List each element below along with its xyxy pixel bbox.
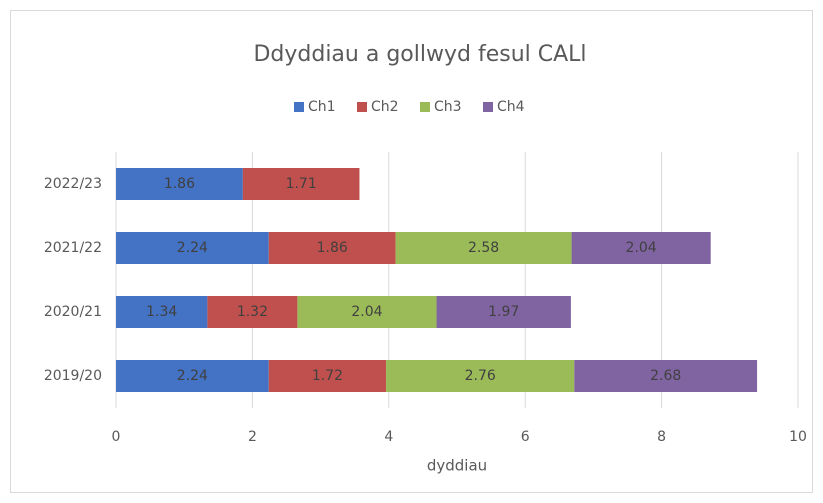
legend-label: Ch4	[497, 99, 525, 115]
data-label: 1.86	[317, 240, 348, 256]
x-tick-label: 2	[248, 429, 257, 445]
data-label: 2.04	[626, 240, 657, 256]
x-tick-label: 0	[112, 429, 121, 445]
data-label: 1.97	[488, 304, 519, 320]
legend-swatch	[420, 102, 430, 112]
data-label: 2.58	[468, 240, 499, 256]
x-tick-label: 6	[521, 429, 530, 445]
x-tick-label: 10	[789, 429, 807, 445]
data-label: 1.86	[164, 176, 195, 192]
x-tick-label: 8	[657, 429, 666, 445]
legend-swatch	[357, 102, 367, 112]
bar-segment	[436, 296, 571, 328]
bar-segment	[395, 232, 572, 264]
x-tick-label: 4	[384, 429, 393, 445]
legend-label: Ch1	[308, 99, 336, 115]
data-label: 2.24	[177, 368, 208, 384]
bar-segment	[268, 360, 387, 392]
bar-segment	[116, 232, 269, 264]
bar-segment	[242, 168, 360, 200]
data-label: 1.72	[312, 368, 343, 384]
bar-segment	[386, 360, 575, 392]
bar-segment	[116, 360, 269, 392]
bar-segment	[116, 296, 208, 328]
y-tick-label: 2022/23	[44, 176, 102, 192]
data-label: 1.34	[146, 304, 177, 320]
bar-segment	[268, 232, 396, 264]
data-label: 1.71	[286, 176, 317, 192]
legend-label: Ch3	[434, 99, 462, 115]
y-tick-label: 2019/20	[44, 368, 102, 384]
y-tick-label: 2021/22	[44, 240, 102, 256]
data-label: 2.76	[465, 368, 496, 384]
bar-segment	[297, 296, 437, 328]
data-label: 2.24	[177, 240, 208, 256]
legend-swatch	[294, 102, 304, 112]
bar-segment	[116, 168, 243, 200]
bar-segment	[571, 232, 711, 264]
bar-segment	[207, 296, 298, 328]
y-tick-label: 2020/21	[44, 304, 102, 320]
data-label: 2.68	[650, 368, 681, 384]
x-axis-label: dyddiau	[427, 457, 487, 475]
bar-segment	[574, 360, 758, 392]
data-label: 2.04	[351, 304, 382, 320]
legend-label: Ch2	[371, 99, 399, 115]
legend-swatch	[483, 102, 493, 112]
chart-title: Ddyddiau a gollwyd fesul CALl	[253, 42, 586, 67]
data-label: 1.32	[237, 304, 268, 320]
